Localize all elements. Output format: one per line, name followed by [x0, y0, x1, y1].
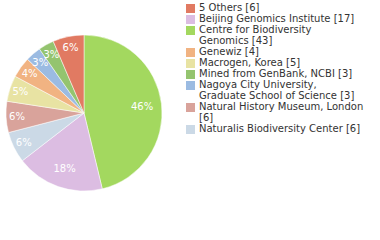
- html-text:Centre for Biodiversity Genomi: Centre for Biodiversity Genomics [43]: [199, 24, 312, 46]
- html-text:Naturalis Biodiversity Center: Naturalis Biodiversity Center [6]: [199, 123, 361, 134]
- html-text:Natural History Museum, London: Natural History Museum, London [6]: [199, 101, 364, 123]
- svg-text:46%: 46%: [131, 101, 153, 112]
- html-text:5 Others [6]: 5 Others [6]: [199, 2, 260, 13]
- svg-text:6%: 6%: [16, 137, 32, 148]
- svg-text:3%: 3%: [44, 49, 60, 60]
- svg-text:6%: 6%: [9, 111, 25, 122]
- svg-text:4%: 4%: [22, 68, 38, 79]
- svg-text:3%: 3%: [32, 56, 49, 68]
- html-text:Mined from GenBank, NCBI [3]: Mined from GenBank, NCBI [3]: [199, 68, 353, 79]
- html-text:Macrogen, Korea [5]: Macrogen, Korea [5]: [199, 57, 301, 68]
- html-text:Beijing Genomics Institute [17: Beijing Genomics Institute [17]: [199, 13, 355, 24]
- svg-text:5%: 5%: [12, 86, 28, 97]
- html-text:Nagoya City University, Gradua: Nagoya City University, Graduate School …: [199, 79, 355, 101]
- html-text:Genewiz [4]: Genewiz [4]: [199, 46, 259, 57]
- svg-text:6%: 6%: [63, 42, 79, 53]
- svg-text:18%: 18%: [53, 163, 75, 174]
